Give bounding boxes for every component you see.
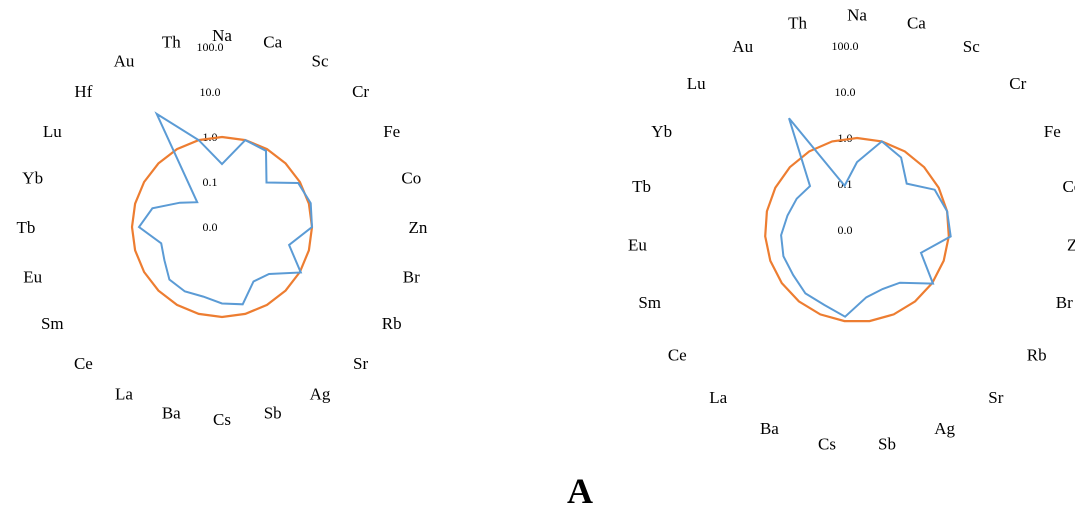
category-label: Cs [818, 435, 836, 454]
tick-labels: 0.0 0.1 1.0 10.0 100.0 [197, 40, 224, 234]
category-label: Lu [43, 122, 62, 141]
tick-label: 1.0 [838, 131, 853, 145]
category-label: Sb [878, 435, 896, 454]
category-label: Co [401, 168, 421, 187]
tick-label: 10.0 [200, 85, 221, 99]
tick-label: 10.0 [835, 85, 856, 99]
category-label: La [709, 388, 727, 407]
category-label: Rb [382, 314, 402, 333]
category-label: La [115, 384, 133, 403]
tick-label: 0.0 [203, 220, 218, 234]
category-label: Ce [668, 345, 687, 364]
category-label: Cr [1009, 74, 1026, 93]
category-label: Rb [1027, 345, 1047, 364]
category-label: Zn [409, 218, 428, 237]
panel-label: A [567, 471, 593, 507]
category-label: Na [847, 5, 867, 24]
category-label: Eu [628, 236, 647, 255]
category-label: Sc [312, 52, 329, 71]
series-line-reference [764, 136, 950, 323]
category-label: Th [162, 33, 181, 52]
tick-label: 0.1 [203, 175, 218, 189]
category-label: Sc [963, 37, 980, 56]
category-labels: Na Ca Sc Cr Fe Co Zn Br Rb Sr Ag Sb Cs Ba La Ce Sm Eu Tb Yb… [17, 26, 428, 429]
category-label: Ba [162, 404, 181, 423]
category-label: Co [1062, 177, 1075, 196]
category-label: Br [403, 268, 420, 287]
tick-label: 1.0 [203, 130, 218, 144]
tick-label: 0.0 [838, 223, 853, 237]
category-label: Fe [1044, 122, 1061, 141]
category-label: Ba [760, 419, 779, 438]
category-label: Zn [1067, 236, 1075, 255]
category-label: Ag [310, 384, 331, 403]
category-label: Th [788, 13, 807, 32]
category-label: Hf [74, 82, 92, 101]
tick-label: 100.0 [197, 40, 224, 54]
category-label: Yb [22, 168, 43, 187]
category-label: Tb [632, 177, 651, 196]
category-label: Br [1056, 293, 1073, 312]
radar-chart-right: 0.00.11.010.0100.0NaCaScCrFeCoZnBrRbSrAg… [628, 5, 1075, 453]
category-label: Ce [74, 354, 93, 373]
category-label: Ca [907, 13, 926, 32]
category-label: Cr [352, 82, 369, 101]
category-label: Lu [687, 74, 706, 93]
category-label: Sm [41, 314, 64, 333]
category-label: Sm [638, 293, 661, 312]
series-line-sample [137, 111, 314, 306]
category-label: Yb [651, 122, 672, 141]
category-label: Ag [934, 419, 955, 438]
category-label: Sr [988, 388, 1003, 407]
category-label: Ca [263, 33, 282, 52]
category-label: Cs [213, 410, 231, 429]
category-label: Na [212, 26, 232, 45]
category-label: Au [114, 52, 135, 71]
category-label: Sr [353, 354, 368, 373]
category-label: Fe [383, 122, 400, 141]
category-label: Sb [264, 404, 282, 423]
series-line-reference [130, 135, 314, 319]
category-label: Au [732, 37, 753, 56]
category-label: Eu [23, 268, 42, 287]
category-labels: Na Ca Sc Cr Fe Co Zn Br Rb Sr Ag Sb Cs Ba La Ce Sm Eu Tb Yb… [628, 5, 1075, 453]
tick-label: 100.0 [832, 39, 859, 53]
radar-chart-left: 0.0 0.1 1.0 10.0 100.0Na Ca Sc Cr Fe Co Zn Br Rb Sr Ag… [17, 26, 428, 429]
series-line-sample [780, 117, 952, 318]
category-label: Tb [17, 218, 36, 237]
